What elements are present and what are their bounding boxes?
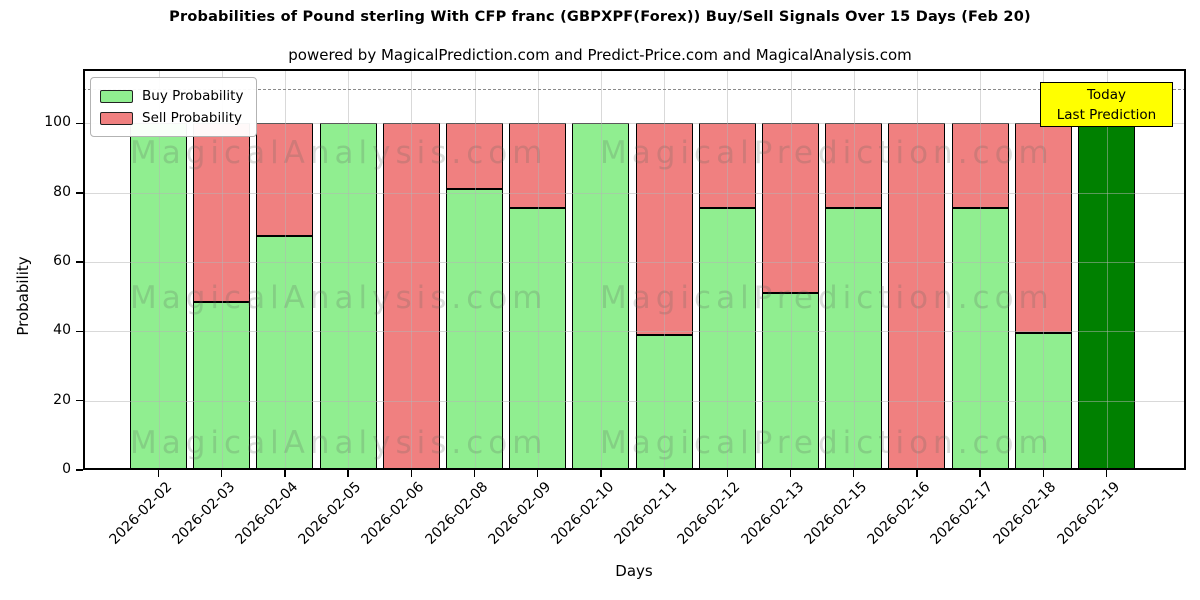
- x-tick-label: 2026-02-17: [927, 479, 997, 548]
- y-axis-tick: [76, 469, 83, 471]
- x-axis-tick: [410, 470, 413, 477]
- x-tick-label: 2026-02-10: [548, 479, 618, 548]
- vertical-gridline: [916, 69, 918, 470]
- vertical-gridline: [411, 69, 413, 470]
- chart-title: Probabilities of Pound sterling With CFP…: [169, 9, 1031, 25]
- vertical-gridline: [980, 69, 982, 470]
- y-axis-tick: [76, 122, 83, 125]
- x-axis-tick: [726, 470, 729, 477]
- horizontal-gridline: [83, 123, 1186, 125]
- plot-area: Buy Probability Sell Probability Today L…: [83, 69, 1186, 470]
- vertical-gridline: [158, 69, 160, 470]
- x-tick-label: 2026-02-09: [485, 479, 555, 548]
- horizontal-gridline: [83, 192, 1186, 194]
- buy-probability-swatch: [100, 89, 133, 103]
- x-tick-label: 2026-02-02: [105, 479, 175, 548]
- x-tick-label: 2026-02-19: [1053, 479, 1123, 548]
- watermark-text: MagicalPrediction.com: [600, 135, 1054, 171]
- y-axis-tick: [76, 191, 83, 194]
- x-tick-label: 2026-02-04: [232, 479, 302, 548]
- y-tick-label: 20: [53, 391, 71, 408]
- horizontal-gridline: [83, 331, 1186, 333]
- x-tick-label: 2026-02-16: [864, 479, 934, 548]
- vertical-gridline: [537, 69, 539, 470]
- vertical-gridline: [600, 69, 602, 470]
- vertical-gridline: [790, 69, 792, 470]
- today-annotation: Today Last Prediction: [1040, 82, 1173, 127]
- x-axis-tick: [157, 470, 160, 477]
- x-axis-tick: [347, 470, 349, 477]
- watermark-text: MagicalPrediction.com: [600, 425, 1054, 461]
- y-tick-label: 80: [53, 183, 71, 200]
- x-axis-tick: [1105, 470, 1108, 477]
- vertical-gridline: [1106, 69, 1108, 470]
- x-tick-label: 2026-02-11: [611, 479, 681, 548]
- x-tick-label: 2026-02-18: [990, 479, 1060, 548]
- vertical-gridline: [664, 69, 666, 470]
- x-tick-label: 2026-02-03: [169, 479, 239, 548]
- y-axis-tick: [76, 399, 83, 402]
- legend-label-buy: Buy Probability: [142, 88, 244, 104]
- x-axis-tick: [473, 470, 476, 477]
- horizontal-gridline: [83, 400, 1186, 402]
- y-axis-tick: [76, 261, 83, 263]
- x-axis-tick: [536, 470, 539, 477]
- x-tick-label: 2026-02-08: [421, 479, 491, 548]
- x-axis-tick: [979, 470, 981, 477]
- y-tick-label: 0: [62, 461, 71, 477]
- vertical-gridline: [853, 69, 855, 470]
- x-tick-label: 2026-02-15: [801, 479, 871, 548]
- vertical-gridline: [1043, 69, 1045, 470]
- x-tick-label: 2026-02-05: [295, 479, 365, 548]
- x-axis-tick: [1042, 470, 1045, 477]
- legend: Buy Probability Sell Probability: [90, 77, 258, 137]
- legend-item-buy: Buy Probability: [100, 85, 243, 107]
- watermark-text: MagicalAnalysis.com: [130, 425, 548, 461]
- legend-item-sell: Sell Probability: [100, 107, 243, 129]
- x-axis-tick: [916, 470, 918, 477]
- y-axis-tick: [76, 330, 83, 333]
- vertical-gridline: [221, 69, 223, 470]
- x-axis-tick: [789, 470, 792, 477]
- today-annotation-line1: Today: [1086, 87, 1127, 103]
- x-tick-label: 2026-02-12: [674, 479, 744, 548]
- x-axis-tick: [284, 470, 286, 477]
- x-tick-label: 2026-02-13: [737, 479, 807, 548]
- watermark-text: MagicalPrediction.com: [600, 280, 1054, 316]
- vertical-gridline: [727, 69, 729, 470]
- chart-subtitle: powered by MagicalPrediction.com and Pre…: [288, 46, 912, 64]
- watermark-text: MagicalAnalysis.com: [130, 135, 548, 171]
- y-tick-label: 40: [53, 322, 71, 339]
- x-axis-tick: [600, 470, 602, 477]
- x-axis-tick: [220, 470, 223, 477]
- watermark-text: MagicalAnalysis.com: [130, 280, 548, 316]
- x-tick-label: 2026-02-06: [358, 479, 428, 548]
- x-axis-label: Days: [615, 562, 653, 580]
- y-tick-label: 60: [53, 253, 71, 270]
- vertical-gridline: [284, 69, 286, 470]
- horizontal-gridline: [83, 262, 1186, 264]
- today-annotation-line2: Last Prediction: [1056, 107, 1157, 123]
- vertical-gridline: [474, 69, 476, 470]
- dashed-reference-line: [83, 88, 1186, 90]
- x-axis-tick: [852, 470, 855, 477]
- x-axis-tick: [663, 470, 665, 477]
- y-tick-label: 100: [44, 114, 71, 131]
- legend-label-sell: Sell Probability: [142, 110, 243, 126]
- sell-probability-swatch: [100, 111, 133, 125]
- vertical-gridline: [348, 69, 350, 470]
